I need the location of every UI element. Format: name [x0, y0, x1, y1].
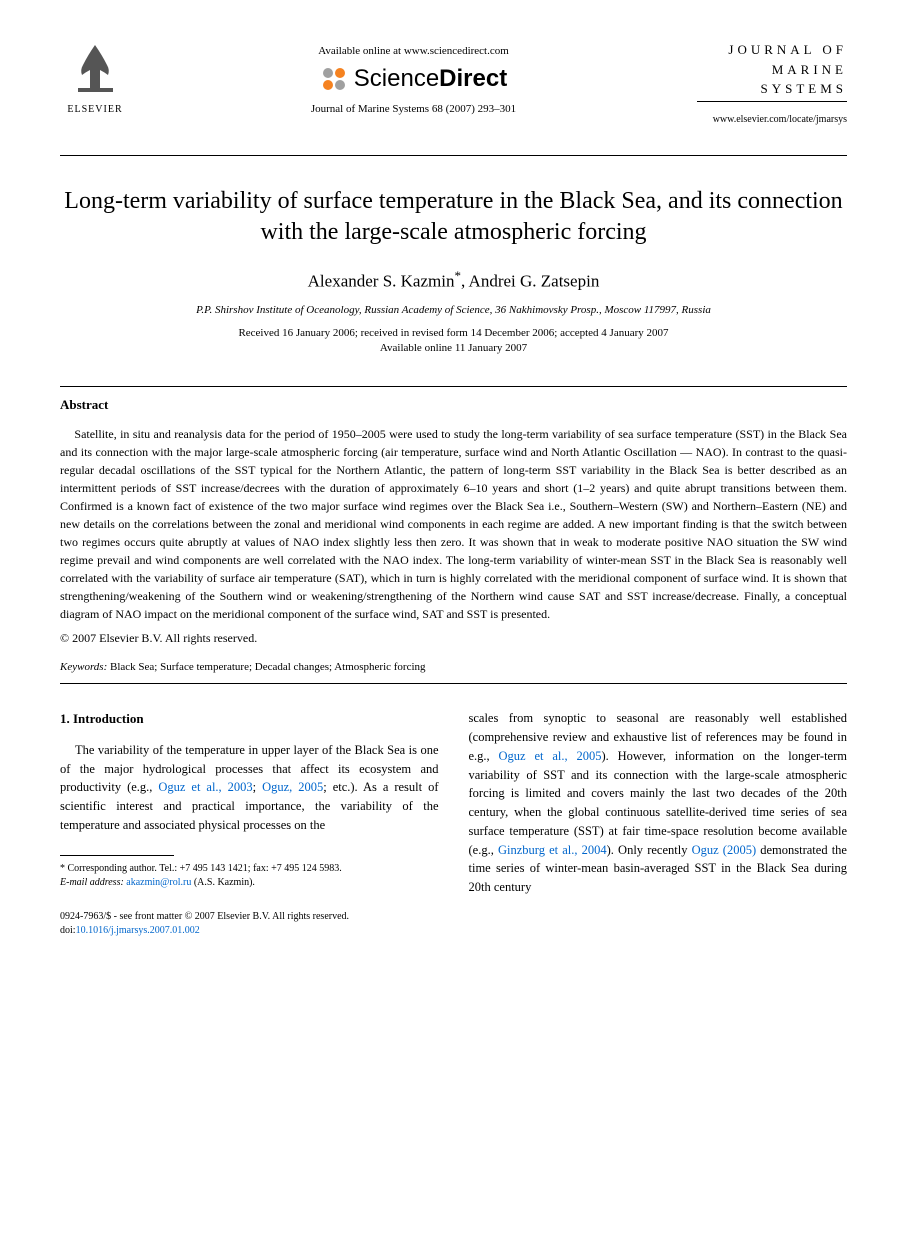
- journal-logo-line1: JOURNAL OF: [697, 40, 847, 60]
- corresponding-footnote: * Corresponding author. Tel.: +7 495 143…: [60, 862, 439, 890]
- journal-logo-line3: SYSTEMS: [697, 79, 847, 99]
- intro-paragraph-right: scales from synoptic to seasonal are rea…: [469, 709, 848, 897]
- dates-line1: Received 16 January 2006; received in re…: [60, 326, 847, 341]
- abstract-top-rule: [60, 386, 847, 387]
- email-line: E-mail address: akazmin@rol.ru (A.S. Kaz…: [60, 876, 439, 890]
- dates-line2: Available online 11 January 2007: [60, 341, 847, 356]
- email-link[interactable]: akazmin@rol.ru: [126, 877, 191, 888]
- sciencedirect-text: ScienceDirect: [354, 65, 507, 93]
- email-label: E-mail address:: [60, 877, 124, 888]
- left-column: 1. Introduction The variability of the t…: [60, 709, 439, 937]
- sd-suffix: Direct: [439, 65, 507, 92]
- journal-url: www.elsevier.com/locate/jmarsys: [697, 114, 847, 125]
- abstract-paragraph: Satellite, in situ and reanalysis data f…: [60, 425, 847, 623]
- intro-sep1: ;: [253, 780, 262, 794]
- doi-line: doi:10.1016/j.jmarsys.2007.01.002: [60, 924, 439, 938]
- author-2: Andrei G. Zatsepin: [469, 272, 600, 291]
- available-online-text: Available online at www.sciencedirect.co…: [130, 45, 697, 57]
- author-1: Alexander S. Kazmin: [308, 272, 455, 291]
- article-dates: Received 16 January 2006; received in re…: [60, 326, 847, 357]
- citation-link-oguz-2005a[interactable]: Oguz, 2005: [262, 780, 323, 794]
- sd-prefix: Science: [354, 65, 439, 92]
- center-header: Available online at www.sciencedirect.co…: [130, 40, 697, 115]
- intro-heading: 1. Introduction: [60, 709, 439, 729]
- citation-link-oguz-2003[interactable]: Oguz et al., 2003: [158, 780, 252, 794]
- elsevier-tree-icon: [68, 40, 123, 95]
- journal-logo-line2: MARINE: [697, 60, 847, 80]
- doi-link[interactable]: 10.1016/j.jmarsys.2007.01.002: [76, 925, 200, 936]
- doi-label: doi:: [60, 925, 76, 936]
- front-matter: 0924-7963/$ - see front matter © 2007 El…: [60, 910, 439, 924]
- abstract-heading: Abstract: [60, 397, 847, 413]
- sciencedirect-logo: ScienceDirect: [130, 65, 697, 93]
- footnote-rule: [60, 855, 174, 856]
- affiliation: P.P. Shirshov Institute of Oceanology, R…: [60, 304, 847, 316]
- email-suffix: (A.S. Kazmin).: [191, 877, 255, 888]
- introduction-section: 1. Introduction The variability of the t…: [60, 709, 847, 937]
- intro-text-2c: ). Only recently: [607, 843, 692, 857]
- elsevier-logo: ELSEVIER: [60, 40, 130, 115]
- citation-link-ginzburg-2004[interactable]: Ginzburg et al., 2004: [498, 843, 607, 857]
- keywords: Keywords: Black Sea; Surface temperature…: [60, 661, 847, 673]
- journal-logo-rule: [697, 101, 847, 102]
- journal-reference: Journal of Marine Systems 68 (2007) 293–…: [130, 103, 697, 115]
- journal-logo-text: JOURNAL OF MARINE SYSTEMS: [697, 40, 847, 102]
- header-rule: [60, 155, 847, 156]
- intro-paragraph-left: The variability of the temperature in up…: [60, 741, 439, 835]
- abstract-text: Satellite, in situ and reanalysis data f…: [60, 425, 847, 623]
- intro-text-2b: ). However, information on the longer-te…: [469, 749, 848, 857]
- keywords-text: Black Sea; Surface temperature; Decadal …: [107, 661, 425, 673]
- journal-logo: JOURNAL OF MARINE SYSTEMS www.elsevier.c…: [697, 40, 847, 125]
- page-header: ELSEVIER Available online at www.science…: [60, 40, 847, 135]
- keywords-label: Keywords:: [60, 661, 107, 673]
- right-column: scales from synoptic to seasonal are rea…: [469, 709, 848, 937]
- article-title: Long-term variability of surface tempera…: [60, 186, 847, 248]
- copyright: © 2007 Elsevier B.V. All rights reserved…: [60, 631, 847, 646]
- author-separator: ,: [461, 272, 469, 291]
- elsevier-label: ELSEVIER: [60, 104, 130, 115]
- citation-link-oguz-2005c[interactable]: Oguz (2005): [692, 843, 757, 857]
- citation-link-oguz-2005b[interactable]: Oguz et al., 2005: [499, 749, 602, 763]
- abstract-bottom-rule: [60, 683, 847, 684]
- corr-author-info: * Corresponding author. Tel.: +7 495 143…: [60, 862, 439, 876]
- sciencedirect-icon: [320, 65, 348, 93]
- footer-info: 0924-7963/$ - see front matter © 2007 El…: [60, 910, 439, 938]
- authors: Alexander S. Kazmin*, Andrei G. Zatsepin: [60, 268, 847, 292]
